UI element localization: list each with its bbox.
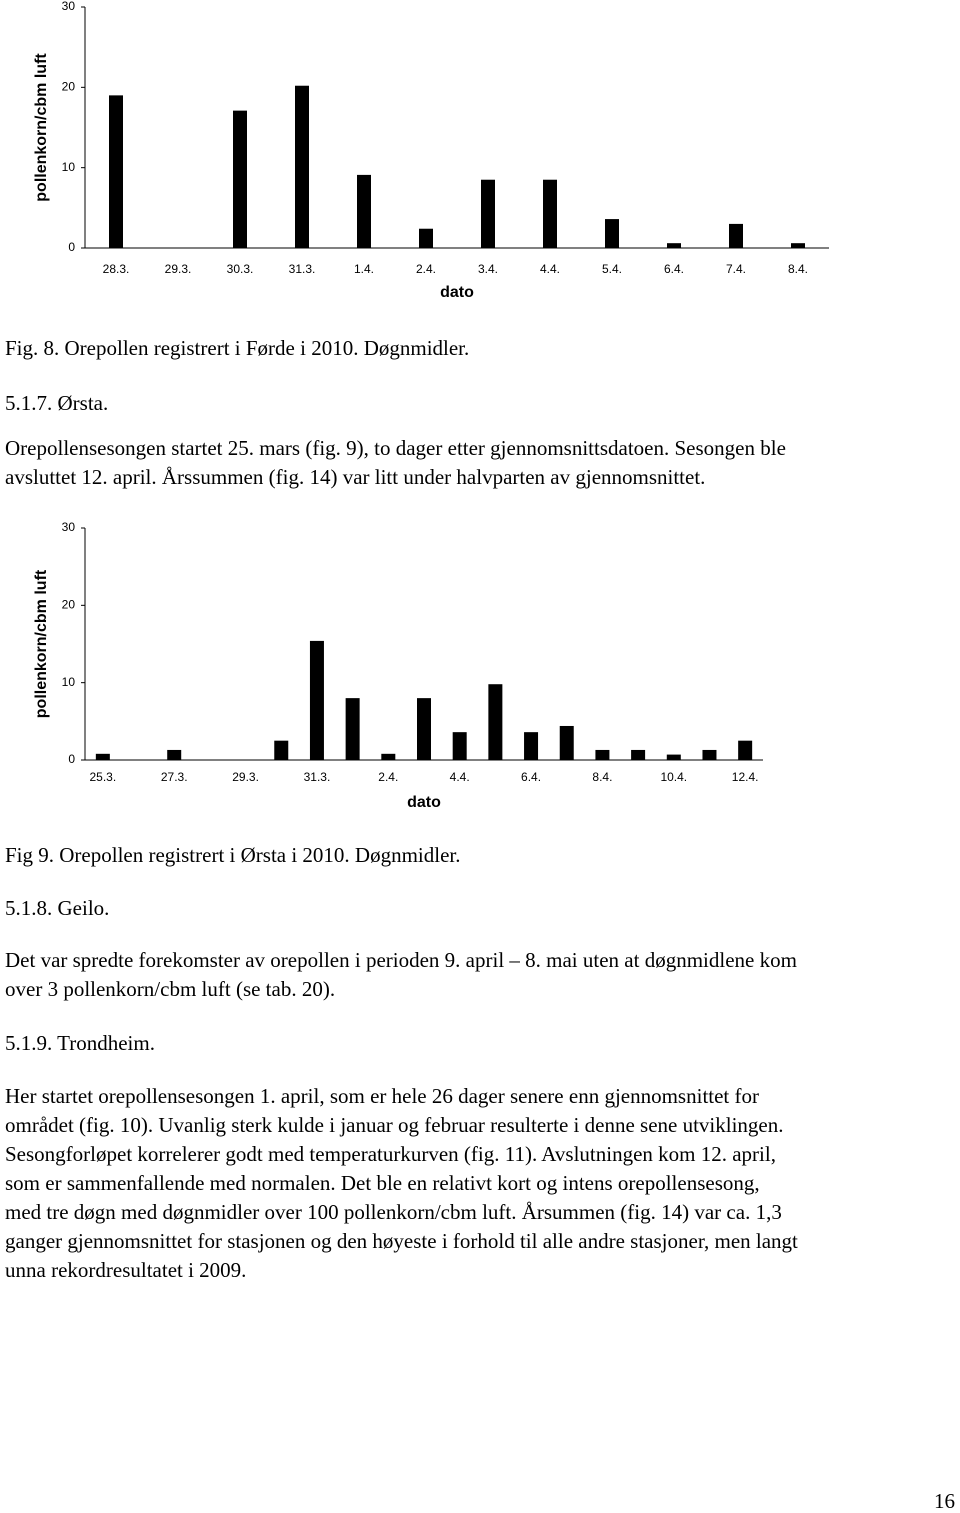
x-tick-label: 30.3. — [227, 262, 254, 276]
x-tick-label: 25.3. — [89, 770, 116, 784]
x-tick-label: 28.3. — [103, 262, 130, 276]
paragraph-line: med tre døgn med døgnmidler over 100 pol… — [5, 1200, 782, 1224]
bar — [309, 640, 324, 760]
x-tick-label: 8.4. — [592, 770, 612, 784]
page-number: 16 — [934, 1489, 955, 1513]
bar — [559, 725, 574, 760]
x-tick-label: 3.4. — [478, 262, 498, 276]
x-tick-label: 8.4. — [788, 262, 808, 276]
x-tick-label: 6.4. — [664, 262, 684, 276]
x-tick-label: 5.4. — [602, 262, 622, 276]
x-tick-label: 31.3. — [304, 770, 331, 784]
bar — [381, 753, 396, 760]
x-tick-label: 29.3. — [232, 770, 259, 784]
bar — [233, 110, 247, 248]
bar — [345, 698, 360, 760]
bar — [631, 749, 646, 760]
y-tick-label: 0 — [68, 240, 75, 254]
x-tick-label: 4.4. — [450, 770, 470, 784]
bar — [274, 740, 289, 760]
x-tick-label: 10.4. — [660, 770, 687, 784]
bar — [702, 749, 717, 760]
bar — [167, 749, 182, 760]
paragraph-line: ganger gjennomsnittet for stasjonen og d… — [5, 1229, 798, 1253]
paragraph-line: avsluttet 12. april. Årssummen (fig. 14)… — [5, 465, 705, 489]
bar — [738, 740, 753, 760]
bar — [667, 243, 681, 248]
bar — [109, 95, 123, 248]
bar — [419, 228, 433, 248]
x-tick-label: 2.4. — [416, 262, 436, 276]
bar — [605, 219, 619, 248]
paragraph-line: Det var spredte forekomster av orepollen… — [5, 948, 797, 972]
y-tick-label: 30 — [62, 520, 76, 534]
x-tick-label: 2.4. — [378, 770, 398, 784]
y-tick-label: 30 — [62, 0, 76, 13]
x-tick-label: 29.3. — [165, 262, 192, 276]
bar — [524, 732, 539, 760]
paragraph-line: området (fig. 10). Uvanlig sterk kulde i… — [5, 1113, 784, 1137]
caption: Fig 9. Orepollen registrert i Ørsta i 20… — [5, 843, 461, 867]
y-tick-label: 10 — [62, 160, 76, 174]
bar — [791, 243, 805, 248]
x-tick-label: 31.3. — [289, 262, 316, 276]
paragraph-line: Her startet orepollensesongen 1. april, … — [5, 1084, 759, 1108]
x-tick-label: 12.4. — [732, 770, 759, 784]
bar — [295, 85, 309, 248]
bar — [729, 223, 743, 248]
bar — [595, 749, 610, 760]
heading: 5.1.8. Geilo. — [5, 896, 109, 920]
y-tick-label: 20 — [62, 598, 76, 612]
paragraph-line: Orepollensesongen startet 25. mars (fig.… — [5, 436, 786, 460]
bar — [481, 179, 495, 248]
y-axis-label: pollenkorn/cbm luft — [33, 569, 50, 718]
x-axis-label: dato — [407, 794, 441, 811]
x-tick-label: 27.3. — [161, 770, 188, 784]
bar — [488, 684, 503, 760]
bar — [357, 174, 371, 248]
bar — [666, 754, 681, 760]
x-axis-label: dato — [440, 284, 474, 301]
y-axis-label: pollenkorn/cbm luft — [33, 53, 50, 202]
heading: 5.1.9. Trondheim. — [5, 1031, 155, 1055]
x-tick-label: 4.4. — [540, 262, 560, 276]
heading: 5.1.7. Ørsta. — [5, 391, 108, 415]
bar — [95, 753, 110, 760]
bar — [452, 732, 467, 760]
paragraph-line: som er sammenfallende med normalen. Det … — [5, 1171, 760, 1195]
y-tick-label: 0 — [68, 752, 75, 766]
y-tick-label: 10 — [62, 675, 76, 689]
paragraph-line: Sesongforløpet korrelerer godt med tempe… — [5, 1142, 776, 1166]
caption: Fig. 8. Orepollen registrert i Førde i 2… — [5, 336, 469, 360]
bar — [543, 179, 557, 248]
paragraph-line: unna rekordresultatet i 2009. — [5, 1258, 246, 1282]
x-tick-label: 7.4. — [726, 262, 746, 276]
paragraph-line: over 3 pollenkorn/cbm luft (se tab. 20). — [5, 977, 335, 1001]
x-tick-label: 6.4. — [521, 770, 541, 784]
y-tick-label: 20 — [62, 80, 76, 94]
x-tick-label: 1.4. — [354, 262, 374, 276]
bar — [417, 698, 431, 760]
